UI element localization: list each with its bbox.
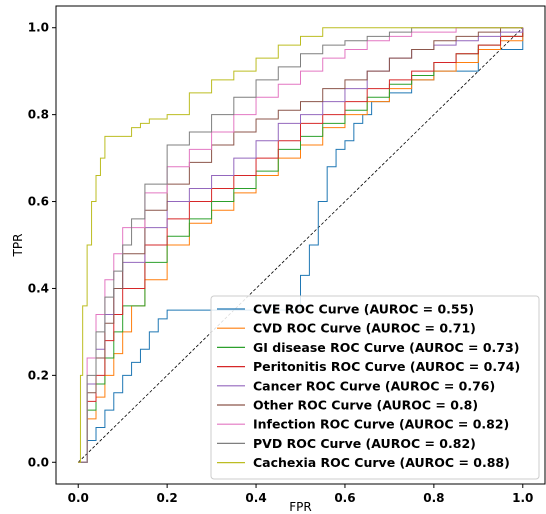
legend: CVE ROC Curve (AUROC = 0.55) CVD ROC Curv…	[210, 295, 540, 480]
x-axis-label: FPR	[289, 500, 311, 514]
x-tick-label: 0.4	[245, 491, 266, 505]
x-tick-label: 0.6	[334, 491, 355, 505]
y-tick-label: 0.2	[28, 368, 49, 382]
x-tick-label: 1.0	[512, 491, 533, 505]
series-line-8	[78, 27, 523, 463]
legend-entry: CVE ROC Curve (AUROC = 0.55)	[253, 302, 474, 317]
chance-diagonal-line	[77, 27, 524, 463]
x-axis: 0.0 0.2 0.4 0.6 0.8 1.0	[68, 484, 533, 505]
plot-area	[77, 27, 524, 463]
legend-entry: Cancer ROC Curve (AUROC = 0.76)	[253, 378, 495, 393]
series-line-9	[78, 27, 523, 463]
y-axis-label: TPR	[11, 234, 25, 258]
legend-entry: Peritonitis ROC Curve (AUROC = 0.74)	[253, 359, 520, 374]
y-tick-label: 1.0	[28, 21, 49, 35]
x-tick-label: 0.2	[157, 491, 178, 505]
legend-box	[210, 295, 540, 480]
y-tick-label: 0.0	[28, 455, 49, 469]
y-tick-label: 0.4	[28, 281, 49, 295]
x-tick-label: 0.8	[423, 491, 444, 505]
legend-entry: Infection ROC Curve (AUROC = 0.82)	[253, 417, 509, 432]
legend-entry: Other ROC Curve (AUROC = 0.8)	[253, 398, 478, 413]
legend-entry: CVD ROC Curve (AUROC = 0.71)	[253, 321, 476, 336]
y-axis: 0.0 0.2 0.4 0.6 0.8 1.0	[28, 21, 56, 469]
legend-entry: Cachexia ROC Curve (AUROC = 0.88)	[253, 455, 510, 470]
legend-entry: GI disease ROC Curve (AUROC = 0.73)	[253, 340, 519, 355]
y-tick-label: 0.8	[28, 108, 49, 122]
series-line-6	[78, 27, 523, 463]
x-tick-label: 0.0	[68, 491, 89, 505]
legend-entry: PVD ROC Curve (AUROC = 0.82)	[253, 436, 476, 451]
axes-frame	[55, 5, 546, 485]
y-tick-label: 0.6	[28, 195, 49, 209]
